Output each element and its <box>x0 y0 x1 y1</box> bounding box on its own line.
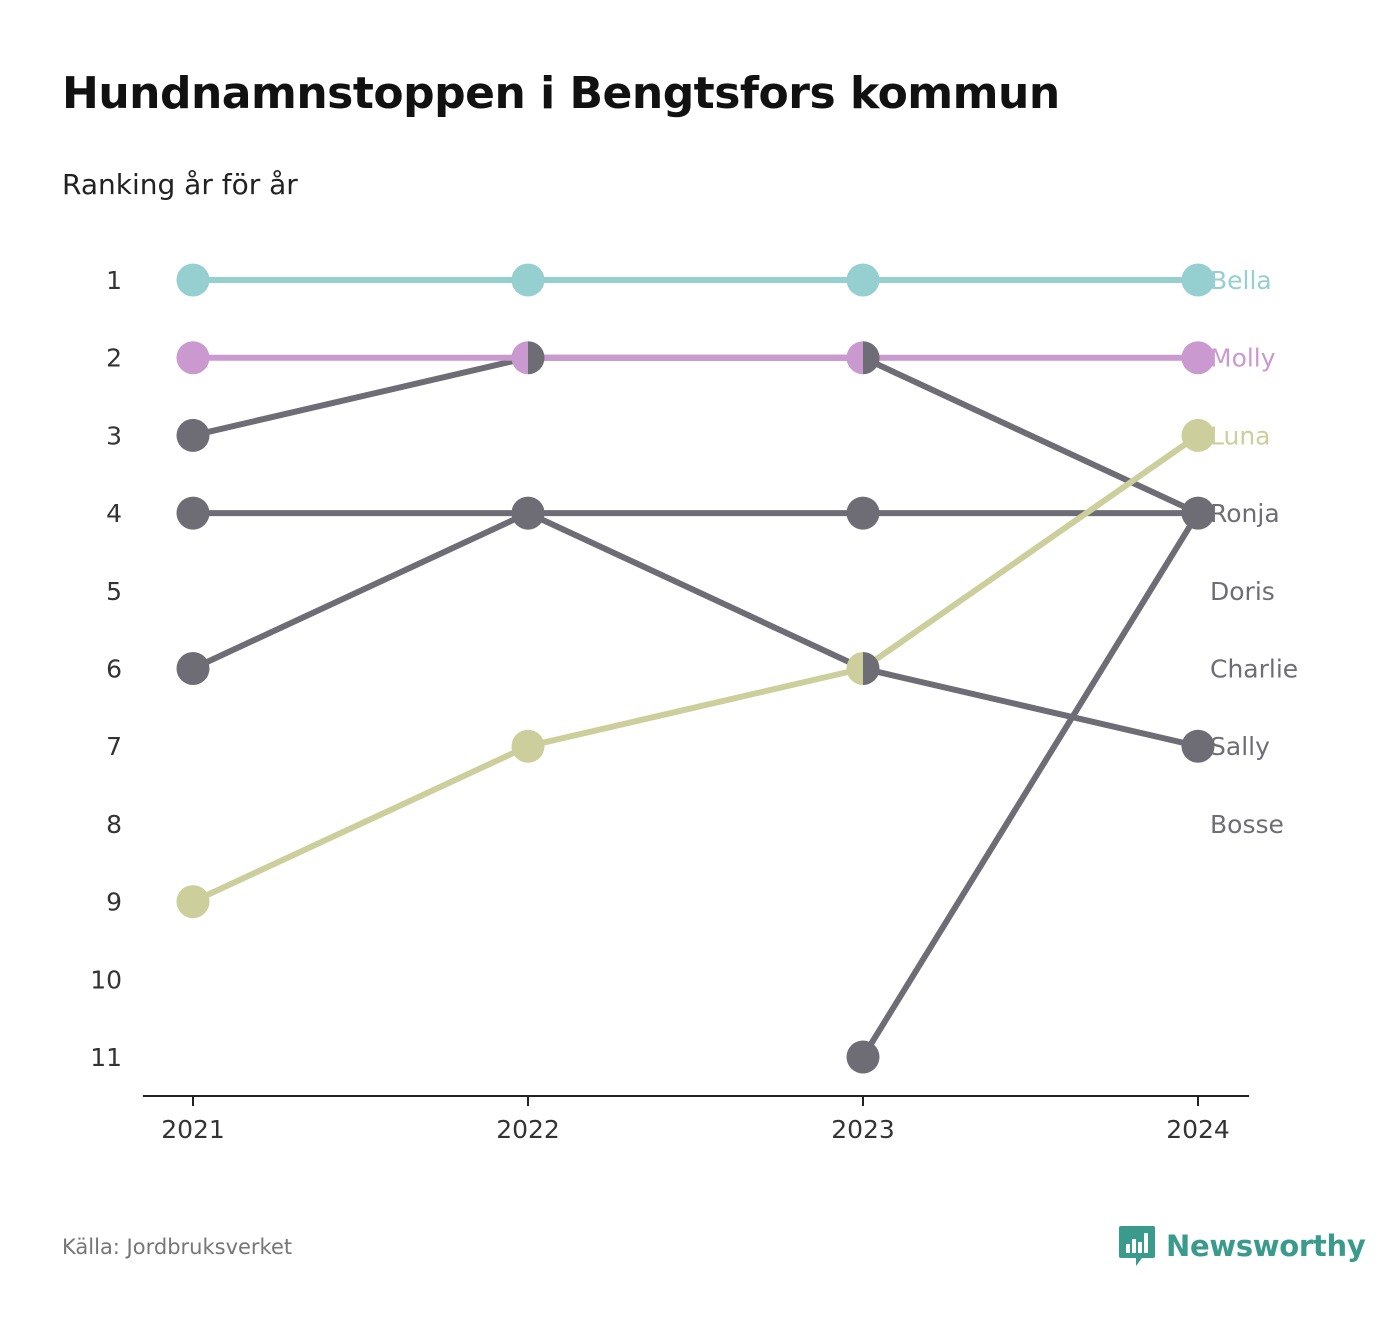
data-point-2022-rank-2 <box>511 341 545 375</box>
y-tick-label: 6 <box>106 655 122 684</box>
end-label-doris: Doris <box>1210 577 1275 606</box>
bar-chart-speech-icon <box>1119 1226 1155 1266</box>
brand-name: Newsworthy <box>1166 1229 1366 1263</box>
x-tick-label: 2021 <box>161 1115 225 1144</box>
end-label-bella: Bella <box>1210 266 1272 295</box>
chart-subtitle: Ranking år för år <box>62 168 298 201</box>
series-lines <box>191 277 1201 1059</box>
y-tick-label: 7 <box>106 732 122 761</box>
data-point-2024-rank-2 <box>1181 341 1215 375</box>
series-line-3 <box>860 511 1201 1059</box>
y-tick-label: 2 <box>106 344 122 373</box>
data-point-2021-rank-2 <box>176 341 210 375</box>
y-tick-label: 11 <box>90 1043 122 1072</box>
data-points <box>176 263 1215 1074</box>
end-label-bosse: Bosse <box>1210 810 1284 839</box>
y-tick-label: 3 <box>106 421 122 450</box>
y-tick-label: 8 <box>106 810 122 839</box>
data-point-2024-rank-7 <box>1181 729 1215 763</box>
data-point-2021-rank-9 <box>176 885 210 919</box>
data-point-2024-rank-1 <box>1181 263 1215 297</box>
end-labels: Bella Molly Luna Ronja Doris Charlie Sally Boss… <box>1210 266 1298 839</box>
data-point-2022-rank-4 <box>511 496 545 530</box>
series-line-0 <box>192 354 1200 516</box>
end-label-ronja: Ronja <box>1210 499 1280 528</box>
data-point-2022-rank-1 <box>511 263 545 297</box>
y-tick-label: 1 <box>106 266 122 295</box>
y-tick-label: 4 <box>106 499 122 528</box>
data-point-2023-rank-11 <box>846 1040 880 1074</box>
axes: 1 2 3 4 5 6 7 8 9 10 11 2021 2022 2023 2024 <box>90 266 1249 1144</box>
data-point-2024-rank-4 <box>1181 496 1215 530</box>
data-point-2023-rank-2 <box>846 341 880 375</box>
data-point-2022-rank-7 <box>511 729 545 763</box>
x-tick-label: 2024 <box>1166 1115 1230 1144</box>
y-tick-label: 9 <box>106 888 122 917</box>
data-point-2021-rank-4 <box>176 496 210 530</box>
data-point-2021-rank-3 <box>176 418 210 452</box>
y-tick-label: 10 <box>90 965 122 994</box>
data-point-2023-rank-6 <box>846 652 880 685</box>
y-tick-label: 5 <box>106 577 122 606</box>
data-point-2023-rank-4 <box>846 496 880 530</box>
chart-title: Hundnamnstoppen i Bengtsfors kommun <box>62 68 1060 119</box>
data-point-2024-rank-3 <box>1181 418 1215 452</box>
data-point-2021-rank-1 <box>176 263 210 297</box>
series-line-4 <box>191 432 1200 905</box>
series-line-2 <box>191 510 1199 750</box>
end-label-luna: Luna <box>1210 421 1271 450</box>
end-label-charlie: Charlie <box>1210 655 1298 684</box>
x-tick-label: 2022 <box>496 1115 560 1144</box>
data-point-2023-rank-1 <box>846 263 880 297</box>
source-note: Källa: Jordbruksverket <box>62 1235 293 1259</box>
x-tick-label: 2023 <box>831 1115 895 1144</box>
data-point-2021-rank-6 <box>176 652 210 685</box>
end-label-molly: Molly <box>1210 344 1276 373</box>
brand-logo: Newsworthy <box>1118 1224 1366 1268</box>
end-label-sally: Sally <box>1210 732 1270 761</box>
